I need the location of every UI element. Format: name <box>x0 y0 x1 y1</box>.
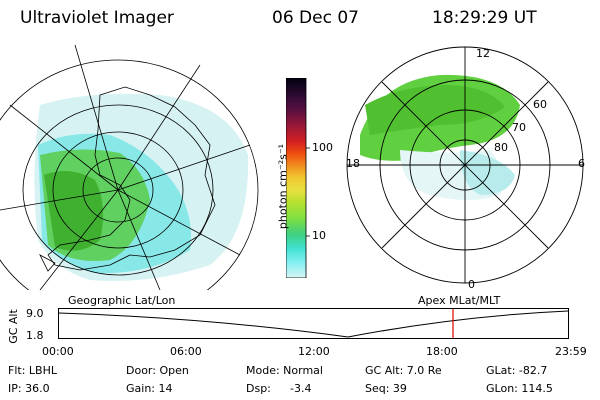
mlt-label-6: 6 <box>578 157 585 170</box>
altitude-xtick-1800: 18:00 <box>426 345 458 358</box>
mlat-label-70: 70 <box>512 121 526 134</box>
mlt-label-18: 18 <box>346 157 360 170</box>
altitude-axis-label: GC Alt <box>6 309 20 344</box>
mlt-panel-caption: Apex MLat/MLT <box>418 294 501 307</box>
mlt-label-12: 12 <box>476 47 490 60</box>
dsp-value: -3.4 <box>290 382 312 395</box>
dsp-label: Dsp: <box>246 382 271 395</box>
geo-panel-caption: Geographic Lat/Lon <box>68 294 176 307</box>
gain-info: Gain: 14 <box>126 382 173 395</box>
glat-info: GLat: -82.7 <box>486 364 548 377</box>
door-info: Door: Open <box>126 364 189 377</box>
mlat-label-80: 80 <box>494 141 508 154</box>
mlat-label-60: 60 <box>533 98 547 111</box>
coastline <box>47 86 216 271</box>
altitude-xtick-0000: 00:00 <box>42 345 74 358</box>
colorbar-tick-100: 100 <box>312 141 333 154</box>
geographic-map <box>0 44 259 290</box>
altitude-curve <box>58 310 569 338</box>
mlt-polar-plot <box>346 46 584 284</box>
mode-info: Mode: Normal <box>246 364 323 377</box>
colorbar-tick-10: 10 <box>312 229 326 242</box>
colorbar <box>286 78 310 278</box>
gc-alt-info: GC Alt: 7.0 Re <box>365 364 442 377</box>
observation-date: 06 Dec 07 <box>272 8 359 28</box>
mlt-label-0: 0 <box>468 278 475 291</box>
glon-info: GLon: 114.5 <box>486 382 553 395</box>
observation-time: 18:29:29 UT <box>432 8 537 28</box>
altitude-plot <box>58 308 569 339</box>
altitude-xtick-1200: 12:00 <box>298 345 330 358</box>
seq-info: Seq: 39 <box>365 382 407 395</box>
altitude-xtick-2359: 23:59 <box>555 345 587 358</box>
altitude-xtick-0600: 06:00 <box>170 345 202 358</box>
altitude-ytick-low: 1.8 <box>26 329 44 342</box>
filter-info: Flt: LBHL <box>8 364 57 377</box>
colorbar-unit-label: photon cm⁻²s⁻¹ <box>276 143 290 230</box>
ip-info: IP: 36.0 <box>8 382 50 395</box>
instrument-title: Ultraviolet Imager <box>20 8 174 28</box>
altitude-ytick-high: 9.0 <box>26 307 44 320</box>
